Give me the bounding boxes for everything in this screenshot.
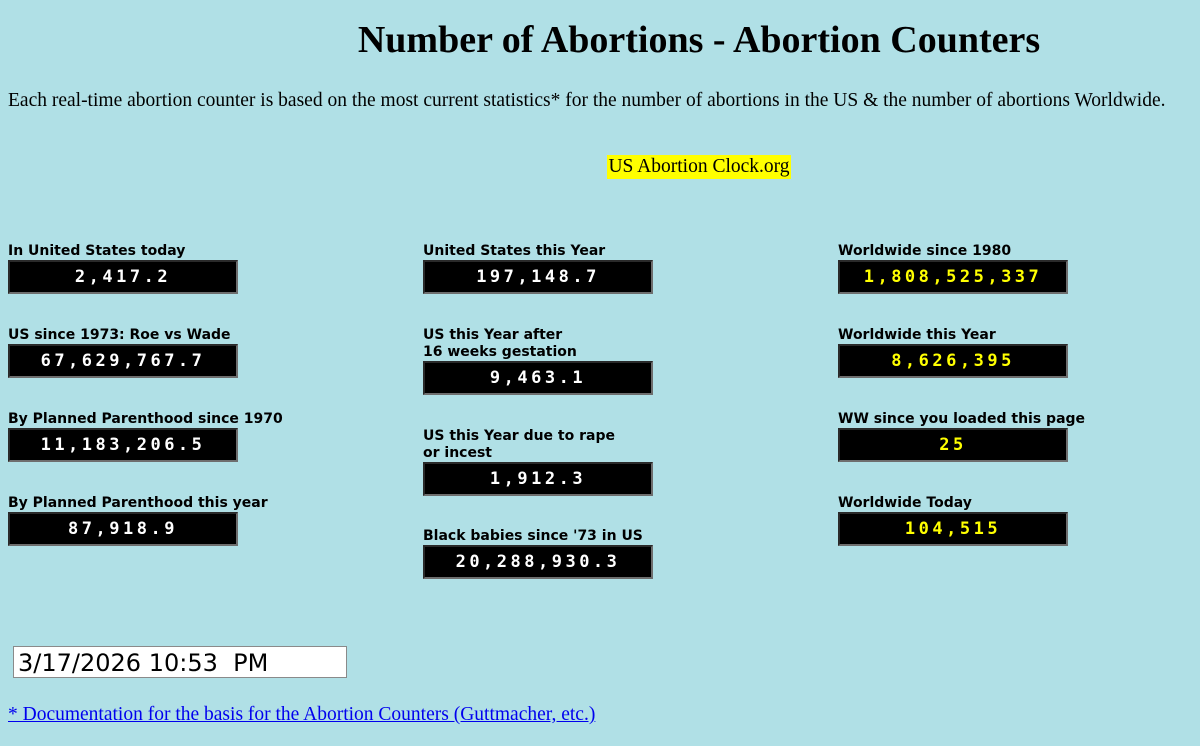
counter-label-ww-since-loaded: WW since you loaded this page <box>838 411 1086 427</box>
counter-label-black-babies: Black babies since '73 in US <box>423 528 643 544</box>
us-abortion-clock-link[interactable]: US Abortion Clock.org <box>607 155 791 179</box>
intro-text: Each real-time abortion counter is based… <box>8 90 1166 111</box>
counter-label-ww-this-year: Worldwide this Year <box>838 327 996 343</box>
counter-us-today: 2,417.2 <box>8 260 238 294</box>
datetime-field[interactable]: 3/17/2026 10:53 PM <box>13 646 347 678</box>
counter-pp-this-year: 87,918.9 <box>8 512 238 546</box>
counter-label-ww-since-1980: Worldwide since 1980 <box>838 243 1012 259</box>
counter-us-this-year: 197,148.7 <box>423 260 653 294</box>
counter-label-us-this-year: United States this Year <box>423 243 606 259</box>
counter-label-pp-since-1970: By Planned Parenthood since 1970 <box>8 411 283 427</box>
counter-us-since-1973: 67,629,767.7 <box>8 344 238 378</box>
counter-label-pp-this-year: By Planned Parenthood this year <box>8 495 268 511</box>
counter-ww-this-year: 8,626,395 <box>838 344 1068 378</box>
counter-label-after-16-weeks-line1: US this Year after <box>423 327 563 343</box>
counter-label-us-today: In United States today <box>8 243 186 259</box>
counter-after-16-weeks: 9,463.1 <box>423 361 653 395</box>
page-title: Number of Abortions - Abortion Counters <box>357 19 1041 61</box>
counter-ww-since-1980: 1,808,525,337 <box>838 260 1068 294</box>
counter-label-rape-incest-line2: or incest <box>423 445 492 461</box>
counter-label-after-16-weeks-line2: 16 weeks gestation <box>423 344 577 360</box>
counter-pp-since-1970: 11,183,206.5 <box>8 428 238 462</box>
counter-ww-since-loaded: 25 <box>838 428 1068 462</box>
counter-label-ww-today: Worldwide Today <box>838 495 972 511</box>
counter-black-babies: 20,288,930.3 <box>423 545 653 579</box>
counter-rape-incest: 1,912.3 <box>423 462 653 496</box>
counter-ww-today: 104,515 <box>838 512 1068 546</box>
counter-label-rape-incest-line1: US this Year due to rape <box>423 428 615 444</box>
counter-label-us-since-1973: US since 1973: Roe vs Wade <box>8 327 231 343</box>
documentation-link[interactable]: * Documentation for the basis for the Ab… <box>8 704 596 725</box>
